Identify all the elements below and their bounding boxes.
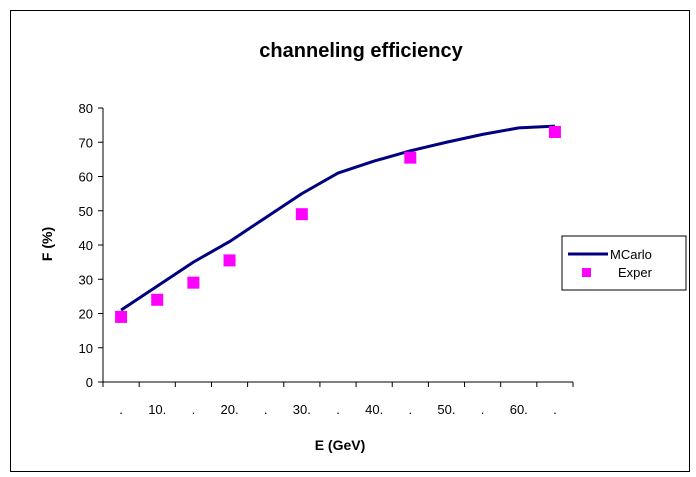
x-tick-label: 50. xyxy=(437,402,455,417)
y-tick-label: 40 xyxy=(79,238,93,253)
data-point-exper xyxy=(151,293,164,306)
legend-marker-swatch xyxy=(582,268,591,277)
chart-title: channeling efficiency xyxy=(259,40,463,62)
legend-label-mcarlo: MCarlo xyxy=(610,247,652,262)
plot-area xyxy=(115,124,561,323)
y-tick-label: 20 xyxy=(79,307,93,322)
x-tick-label: 20. xyxy=(220,402,238,417)
legend-box xyxy=(561,235,687,291)
data-point-exper xyxy=(187,276,200,289)
y-tick-label: 50 xyxy=(79,204,93,219)
x-tick-label: 60. xyxy=(510,402,528,417)
data-point-exper xyxy=(223,254,236,267)
data-point-exper xyxy=(404,151,417,164)
y-ticks: 0 10 20 30 40 50 60 70 80 xyxy=(79,101,103,390)
x-tick-label: . xyxy=(481,402,485,417)
x-tick-label: . xyxy=(336,402,340,417)
data-point-exper xyxy=(295,208,308,221)
y-tick-label: 70 xyxy=(79,135,93,150)
x-tick-label: . xyxy=(119,402,123,417)
y-tick-label: 80 xyxy=(79,101,93,116)
x-tick-label: 40. xyxy=(365,402,383,417)
x-tick-label: . xyxy=(192,402,196,417)
chart-frame xyxy=(10,10,690,472)
legend-label-exper: Exper xyxy=(618,265,653,280)
y-axis-title: F (%) xyxy=(39,227,55,261)
x-ticks: . 10.. 20.. 30.. 40.. 50.. 60.. xyxy=(102,382,574,417)
x-tick-label: 10. xyxy=(148,402,166,417)
y-tick-label: 10 xyxy=(79,341,93,356)
y-tick-label: 60 xyxy=(79,170,93,185)
x-tick-label: . xyxy=(553,402,557,417)
x-tick-label: . xyxy=(264,402,268,417)
x-tick-label: . xyxy=(408,402,412,417)
series-line-mcarlo xyxy=(120,124,555,312)
legend: MCarlo Exper xyxy=(561,235,687,291)
y-tick-label: 0 xyxy=(86,375,93,390)
x-axis-title: E (GeV) xyxy=(315,437,366,453)
data-point-exper xyxy=(548,125,561,138)
y-tick-label: 30 xyxy=(79,272,93,287)
data-point-exper xyxy=(115,310,128,323)
x-tick-label: 30. xyxy=(293,402,311,417)
